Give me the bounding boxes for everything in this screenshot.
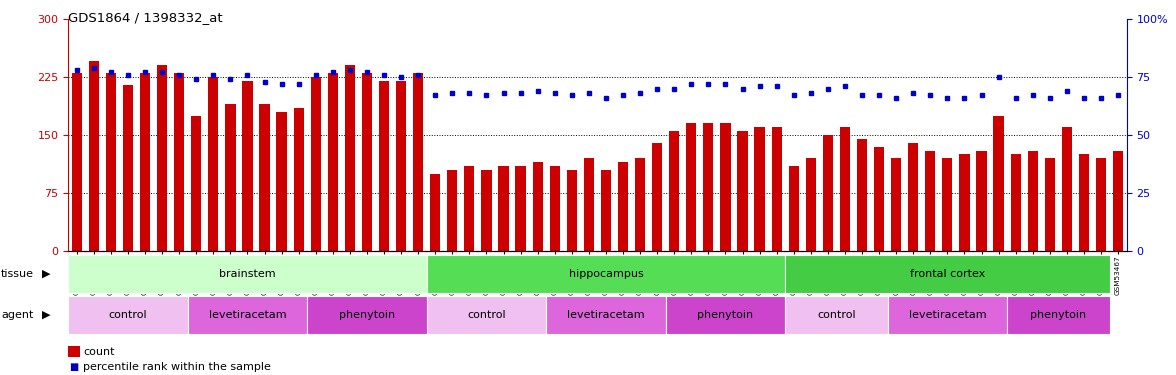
Bar — [481, 170, 492, 251]
Bar — [242, 81, 253, 251]
Bar — [888, 296, 1007, 334]
Text: control: control — [467, 310, 506, 320]
Bar — [68, 296, 188, 334]
Bar — [737, 131, 748, 251]
Bar — [891, 158, 901, 251]
Bar — [1078, 154, 1089, 251]
Bar — [1096, 158, 1107, 251]
Text: agent: agent — [1, 310, 34, 320]
Text: brainstem: brainstem — [219, 269, 275, 279]
Bar — [721, 123, 730, 251]
Bar — [427, 296, 546, 334]
Text: phenytoin: phenytoin — [339, 310, 395, 320]
Bar — [823, 135, 833, 251]
Bar — [666, 296, 786, 334]
Text: percentile rank within the sample: percentile rank within the sample — [83, 362, 272, 372]
Bar — [1044, 158, 1055, 251]
Bar — [840, 127, 850, 251]
Bar — [106, 73, 116, 251]
Bar — [994, 116, 1003, 251]
Bar — [328, 73, 338, 251]
Bar — [140, 73, 151, 251]
Text: control: control — [108, 310, 147, 320]
Bar — [362, 73, 372, 251]
Bar — [635, 158, 646, 251]
Bar — [703, 123, 714, 251]
Text: GDS1864 / 1398332_at: GDS1864 / 1398332_at — [68, 11, 222, 24]
Bar — [226, 104, 235, 251]
Bar — [533, 162, 543, 251]
Text: control: control — [817, 310, 856, 320]
Bar — [499, 166, 509, 251]
Bar — [396, 81, 406, 251]
Text: phenytoin: phenytoin — [697, 310, 754, 320]
Bar — [294, 108, 303, 251]
Bar — [806, 158, 816, 251]
Bar — [310, 77, 321, 251]
Bar — [192, 116, 201, 251]
Bar — [174, 73, 185, 251]
Text: frontal cortex: frontal cortex — [910, 269, 985, 279]
Bar — [601, 170, 612, 251]
Bar — [307, 296, 427, 334]
Bar — [72, 73, 82, 251]
Bar — [1028, 150, 1038, 251]
Bar — [652, 143, 662, 251]
Bar — [68, 255, 427, 292]
Bar — [567, 170, 577, 251]
Bar — [1062, 127, 1073, 251]
Bar — [942, 158, 953, 251]
Bar — [546, 296, 666, 334]
Bar — [430, 174, 440, 251]
Bar — [857, 139, 867, 251]
Bar — [789, 166, 799, 251]
Text: phenytoin: phenytoin — [1030, 310, 1087, 320]
Bar — [926, 150, 935, 251]
Bar — [1112, 150, 1123, 251]
Bar — [669, 131, 680, 251]
Bar — [874, 147, 884, 251]
Text: levetiracetam: levetiracetam — [208, 310, 286, 320]
Bar — [960, 154, 969, 251]
Bar — [122, 85, 133, 251]
Bar — [276, 112, 287, 251]
Text: ▶: ▶ — [42, 269, 51, 279]
Bar — [771, 127, 782, 251]
Bar — [260, 104, 269, 251]
Bar — [345, 65, 355, 251]
Bar — [1010, 154, 1021, 251]
Bar — [976, 150, 987, 251]
Bar — [549, 166, 560, 251]
Text: levetiracetam: levetiracetam — [909, 310, 987, 320]
Bar — [427, 255, 786, 292]
Bar — [88, 62, 99, 251]
Bar — [413, 73, 423, 251]
Bar — [379, 81, 389, 251]
Bar — [617, 162, 628, 251]
Text: levetiracetam: levetiracetam — [567, 310, 644, 320]
Bar — [515, 166, 526, 251]
Bar — [208, 77, 219, 251]
Text: tissue: tissue — [1, 269, 34, 279]
Bar — [447, 170, 457, 251]
Text: hippocampus: hippocampus — [568, 269, 643, 279]
Bar — [686, 123, 696, 251]
Bar — [908, 143, 918, 251]
Bar — [786, 255, 1109, 292]
Bar — [188, 296, 307, 334]
Text: ▶: ▶ — [42, 310, 51, 320]
Bar — [786, 296, 888, 334]
Text: count: count — [83, 347, 115, 357]
Bar — [1007, 296, 1109, 334]
Bar — [465, 166, 474, 251]
Text: ■: ■ — [69, 362, 79, 372]
Bar — [583, 158, 594, 251]
Bar — [755, 127, 764, 251]
Bar — [156, 65, 167, 251]
